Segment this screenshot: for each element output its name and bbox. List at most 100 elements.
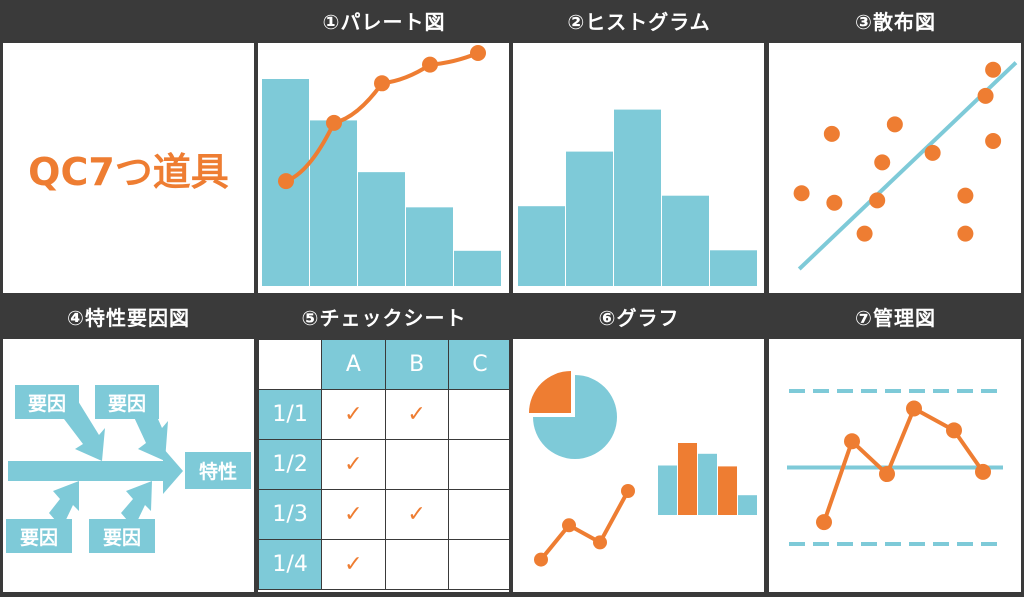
- control-point: [844, 433, 860, 450]
- scatter-point: [886, 116, 903, 133]
- row-label: 1/2: [258, 439, 323, 490]
- scatter-point: [856, 225, 873, 242]
- check-mark: ✓: [321, 539, 386, 590]
- table-row: 1/3 ✓ ✓: [258, 489, 509, 540]
- cause-box-top-right: 要因: [95, 385, 159, 419]
- pareto-bar: [406, 207, 453, 286]
- cause-box-bottom-right: 要因: [89, 519, 155, 553]
- graph-line-point: [621, 484, 635, 498]
- header-histogram: ②ヒストグラム: [567, 9, 711, 34]
- graph-bar: [718, 466, 737, 515]
- pareto-point: [278, 173, 294, 190]
- histogram-panel: [513, 43, 764, 293]
- histogram-chart: [518, 109, 757, 286]
- fishbone-branch-bottom-right: [121, 481, 152, 528]
- pareto-point: [326, 114, 342, 131]
- scatter-point: [985, 61, 1002, 78]
- pareto-point: [470, 45, 486, 61]
- column-header-b: B: [384, 339, 449, 390]
- fishbone-panel: 要因 要因 要因 要因 特性: [3, 339, 254, 592]
- check-mark: ✓: [384, 389, 449, 440]
- check-mark: ✓: [384, 489, 449, 540]
- pareto-point: [422, 56, 438, 73]
- check-sheet-corner: [258, 339, 323, 390]
- control-point: [879, 466, 895, 483]
- graph-line-point: [562, 518, 576, 533]
- table-row: 1/2 ✓: [258, 439, 509, 490]
- pareto-bar: [358, 172, 405, 286]
- scatter-point: [957, 187, 974, 204]
- checksheet-panel: A B C 1/1 ✓ ✓ 1/2 ✓ 1/3 ✓ ✓: [258, 339, 509, 592]
- scatter-point: [957, 225, 974, 242]
- effect-box: 特性: [185, 452, 251, 489]
- check-mark: ✓: [321, 389, 386, 440]
- fishbone-branch-bottom-left: [49, 481, 79, 528]
- pareto-panel: [258, 43, 509, 293]
- control-panel: [769, 339, 1021, 592]
- control-point: [816, 514, 832, 531]
- histogram-bar: [518, 206, 565, 286]
- control-point: [975, 463, 991, 480]
- check-mark: [447, 389, 509, 440]
- graph-line-point: [593, 535, 607, 550]
- histogram-bar: [566, 151, 613, 286]
- histogram-bar: [662, 195, 709, 286]
- check-mark: ✓: [321, 489, 386, 540]
- header-scatter: ③散布図: [855, 9, 936, 34]
- check-mark: [447, 539, 509, 590]
- graph-bar: [678, 443, 697, 515]
- check-mark: [384, 439, 449, 490]
- check-mark: [447, 439, 509, 490]
- scatter-point: [924, 144, 941, 161]
- cause-box-top-left: 要因: [15, 385, 79, 419]
- histogram-bar: [710, 250, 757, 286]
- scatter-point: [826, 194, 843, 211]
- header-checksheet: ⑤チェックシート: [301, 305, 467, 330]
- scatter-point: [985, 133, 1002, 149]
- graph-line-series: [539, 490, 630, 561]
- check-mark: [447, 489, 509, 540]
- scatter-point: [823, 125, 840, 142]
- title-panel: QC7つ道具: [3, 43, 254, 293]
- pie-slice: [533, 375, 617, 459]
- scatter-chart: [793, 61, 1018, 271]
- column-header-c: C: [447, 339, 509, 390]
- fishbone-spine: [8, 448, 183, 494]
- pareto-point: [374, 75, 390, 92]
- check-mark: [384, 539, 449, 590]
- check-sheet-header-row: A B C: [258, 339, 509, 390]
- graph-bar: [738, 495, 757, 515]
- scatter-point: [793, 185, 810, 202]
- graph-bar: [698, 453, 717, 515]
- column-header-a: A: [321, 339, 386, 390]
- check-mark: ✓: [321, 439, 386, 490]
- table-row: 1/1 ✓ ✓: [258, 389, 509, 440]
- main-title: QC7つ道具: [28, 149, 229, 194]
- pie-slice: [529, 371, 571, 413]
- graph-charts: [529, 371, 757, 567]
- header-pareto: ①パレート図: [322, 9, 446, 34]
- row-label: 1/3: [258, 489, 323, 540]
- pareto-bar: [454, 250, 501, 286]
- row-label: 1/1: [258, 389, 323, 440]
- cause-box-bottom-left: 要因: [6, 519, 72, 553]
- table-row: 1/4 ✓: [258, 539, 509, 590]
- control-series-line: [822, 405, 985, 523]
- graph-panel: [513, 339, 764, 592]
- graph-line-point: [534, 552, 548, 567]
- control-point: [946, 422, 962, 439]
- pareto-chart: [262, 45, 501, 287]
- scatter-point: [977, 87, 994, 104]
- pareto-bar: [310, 120, 357, 287]
- scatter-panel: [769, 43, 1021, 293]
- control-chart: [787, 389, 1003, 546]
- row-label: 1/4: [258, 539, 323, 590]
- scatter-point: [869, 192, 886, 209]
- scatter-point: [874, 154, 891, 171]
- header-fishbone: ④特性要因図: [67, 305, 190, 330]
- histogram-bar: [614, 109, 661, 286]
- header-control: ⑦管理図: [855, 305, 936, 330]
- control-point: [906, 400, 922, 417]
- header-graph: ⑥グラフ: [598, 305, 680, 330]
